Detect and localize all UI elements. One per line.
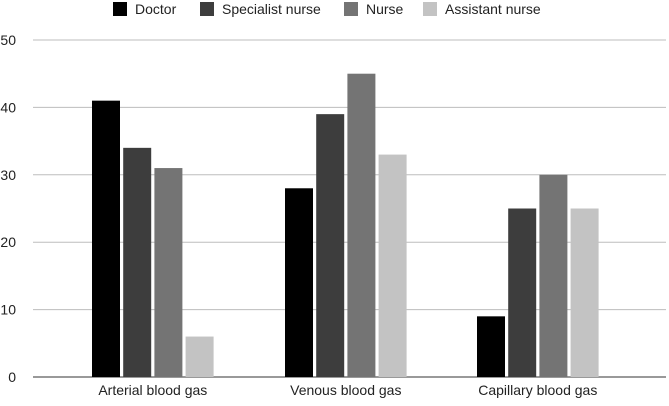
bar xyxy=(285,188,313,377)
legend-label: Specialist nurse xyxy=(222,1,321,17)
bar xyxy=(316,114,345,377)
bar xyxy=(154,168,183,377)
bar xyxy=(570,208,599,377)
bar xyxy=(92,100,120,377)
legend: Doctor Specialist nurse Nurse Assistant nur… xyxy=(113,1,541,17)
bar xyxy=(539,174,568,377)
bar xyxy=(378,154,407,377)
y-tick-label: 10 xyxy=(0,302,16,318)
bar xyxy=(347,73,376,377)
legend-swatch xyxy=(423,2,437,16)
y-tick-label: 30 xyxy=(0,167,16,183)
y-axis-ticks: 0 10 20 30 40 50 xyxy=(0,32,16,385)
bar xyxy=(477,316,505,377)
y-tick-label: 40 xyxy=(0,99,16,115)
legend-label: Nurse xyxy=(366,1,404,17)
y-tick-label: 20 xyxy=(0,234,16,250)
legend-label: Doctor xyxy=(135,1,177,17)
y-tick-label: 50 xyxy=(0,32,16,48)
bar xyxy=(508,208,537,377)
legend-swatch xyxy=(344,2,358,16)
x-axis-labels: Arterial blood gas Venous blood gas Capill… xyxy=(98,382,597,398)
y-tick-label: 0 xyxy=(8,369,16,385)
x-category-label: Capillary blood gas xyxy=(478,382,597,398)
bar xyxy=(185,336,214,377)
bars xyxy=(92,73,599,377)
legend-swatch xyxy=(200,2,214,16)
bar xyxy=(123,147,152,377)
x-category-label: Arterial blood gas xyxy=(98,382,207,398)
legend-swatch xyxy=(113,2,127,16)
legend-label: Assistant nurse xyxy=(445,1,541,17)
x-category-label: Venous blood gas xyxy=(290,382,401,398)
